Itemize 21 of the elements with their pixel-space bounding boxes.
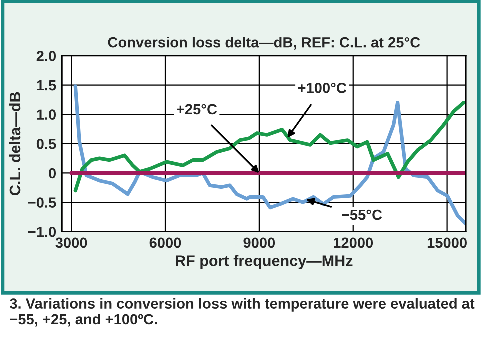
text: 3. Variations in conversion loss with temperature were evaluated at −55, +25, and +100ºC. xyxy=(10,298,475,327)
y-tick-label: −1.0 xyxy=(28,226,56,238)
annotation: −55°C xyxy=(342,210,382,220)
y-tick-label: 0.5 xyxy=(36,139,56,150)
x-tick-label: 12000 xyxy=(334,238,374,248)
line-series xyxy=(74,101,466,193)
x-tick-label: 3000 xyxy=(56,238,88,248)
y-tick-label: 2.0 xyxy=(36,51,56,62)
chart-title: Conversion loss delta—dB, REF: C.L. at 25°C xyxy=(108,37,420,50)
x-axis-title: RF port frequency—MHz xyxy=(176,255,353,270)
x-tick-label: 15000 xyxy=(428,238,467,248)
x-tick-label: 9000 xyxy=(244,238,276,248)
y-tick-label: 0 xyxy=(49,168,56,179)
line-series xyxy=(74,84,466,226)
annotation: +100°C xyxy=(298,83,347,94)
x-tick-label: 6000 xyxy=(150,238,182,248)
y-tick-label: −0.5 xyxy=(28,198,56,208)
y-tick-label: 1.0 xyxy=(37,110,56,120)
annotation: +25°C xyxy=(177,104,218,115)
y-axis-title: C.L. delta—dB xyxy=(9,92,21,196)
y-tick-label: 1.5 xyxy=(37,80,56,91)
